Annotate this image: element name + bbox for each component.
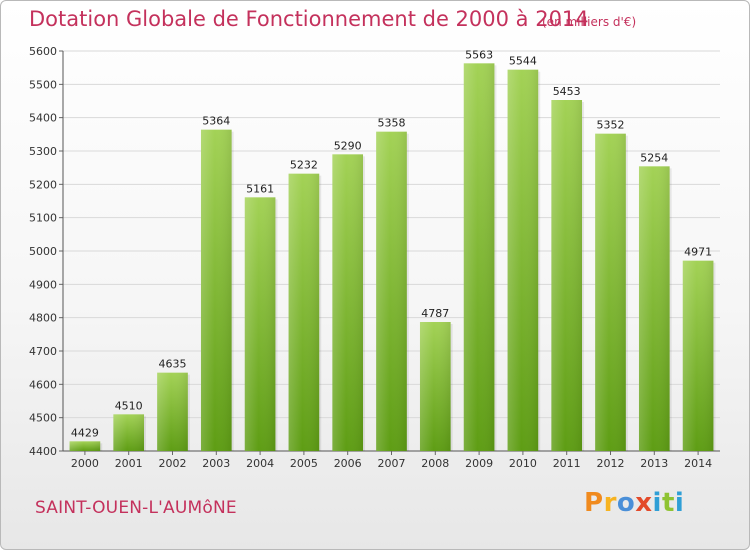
bar-highlight [157, 372, 188, 451]
y-tick-label: 5200 [29, 178, 57, 191]
bar-highlight [682, 260, 714, 451]
y-tick-label: 5300 [29, 145, 57, 158]
y-tick-label: 5000 [29, 245, 57, 258]
chart-title: Dotation Globale de Fonctionnement de 20… [29, 7, 589, 31]
bar-highlight [69, 441, 101, 451]
logo-letter: P [584, 488, 604, 518]
bar-value-label: 5352 [597, 119, 625, 132]
x-tick-label: 2005 [290, 457, 318, 470]
bar-highlight [244, 197, 276, 451]
bar-value-label: 5254 [640, 151, 668, 164]
bar-highlight [332, 154, 364, 452]
bar-highlight [113, 414, 145, 451]
bar-value-label: 5453 [553, 85, 581, 98]
bar-highlight [200, 129, 232, 451]
y-tick-label: 5600 [29, 45, 57, 58]
bar-highlight [376, 131, 407, 451]
x-tick-label: 2004 [246, 457, 274, 470]
logo-letter: x [635, 488, 653, 518]
x-tick-label: 2014 [684, 457, 712, 470]
bar-highlight [507, 69, 539, 452]
bar-highlight [551, 100, 583, 451]
x-tick-label: 2000 [71, 457, 99, 470]
bar-value-label: 5161 [246, 182, 274, 195]
y-tick-label: 4700 [29, 345, 57, 358]
x-tick-label: 2009 [465, 457, 493, 470]
bar-value-label: 5290 [334, 139, 362, 152]
x-tick-label: 2008 [421, 457, 449, 470]
bar-value-label: 5563 [465, 48, 493, 61]
x-tick-label: 2010 [509, 457, 537, 470]
x-tick-label: 2003 [202, 457, 230, 470]
y-tick-label: 4800 [29, 312, 57, 325]
logo-letter: r [603, 488, 617, 518]
proxiti-logo: Proxiti [584, 488, 684, 518]
bars-layer [69, 63, 716, 452]
unit-label: (en milliers d'€) [542, 15, 637, 29]
logo-letter: t [661, 488, 675, 518]
bar-value-label: 4510 [115, 399, 143, 412]
bar-value-label: 5358 [378, 117, 406, 130]
y-tick-label: 4500 [29, 412, 57, 425]
bar-highlight [419, 322, 451, 451]
logo-letter: o [616, 488, 636, 518]
y-tick-label: 4400 [29, 445, 57, 458]
x-tick-label: 2001 [115, 457, 143, 470]
x-tick-label: 2007 [378, 457, 406, 470]
logo-letter: i [674, 488, 685, 518]
bar-highlight [638, 166, 670, 452]
logo-letter: i [652, 488, 662, 518]
x-tick-label: 2011 [553, 457, 581, 470]
bar-value-label: 4787 [421, 307, 449, 320]
y-tick-label: 4600 [29, 378, 57, 391]
y-tick-label: 4900 [29, 278, 57, 291]
bar-value-label: 5232 [290, 159, 318, 172]
y-tick-label: 5100 [29, 212, 57, 225]
x-tick-label: 2012 [597, 457, 625, 470]
bar-value-label: 5544 [509, 55, 537, 68]
commune-name: SAINT-OUEN-L'AUMôNE [35, 498, 237, 518]
bar-value-label: 4635 [159, 358, 187, 371]
x-tick-label: 2006 [334, 457, 362, 470]
bar-highlight [288, 173, 320, 451]
y-tick-label: 5400 [29, 112, 57, 125]
y-tick-label: 5500 [29, 78, 57, 91]
bar-highlight [463, 63, 495, 451]
labels-layer: 4400 4500 4600 4700 4800 4900 5000 5100 5200 5300… [29, 45, 712, 470]
bar-value-label: 4971 [684, 246, 712, 259]
bar-value-label: 4429 [71, 426, 99, 439]
x-tick-label: 2013 [640, 457, 668, 470]
bar-highlight [595, 133, 626, 451]
x-tick-label: 2002 [159, 457, 187, 470]
bar-value-label: 5364 [202, 115, 230, 128]
